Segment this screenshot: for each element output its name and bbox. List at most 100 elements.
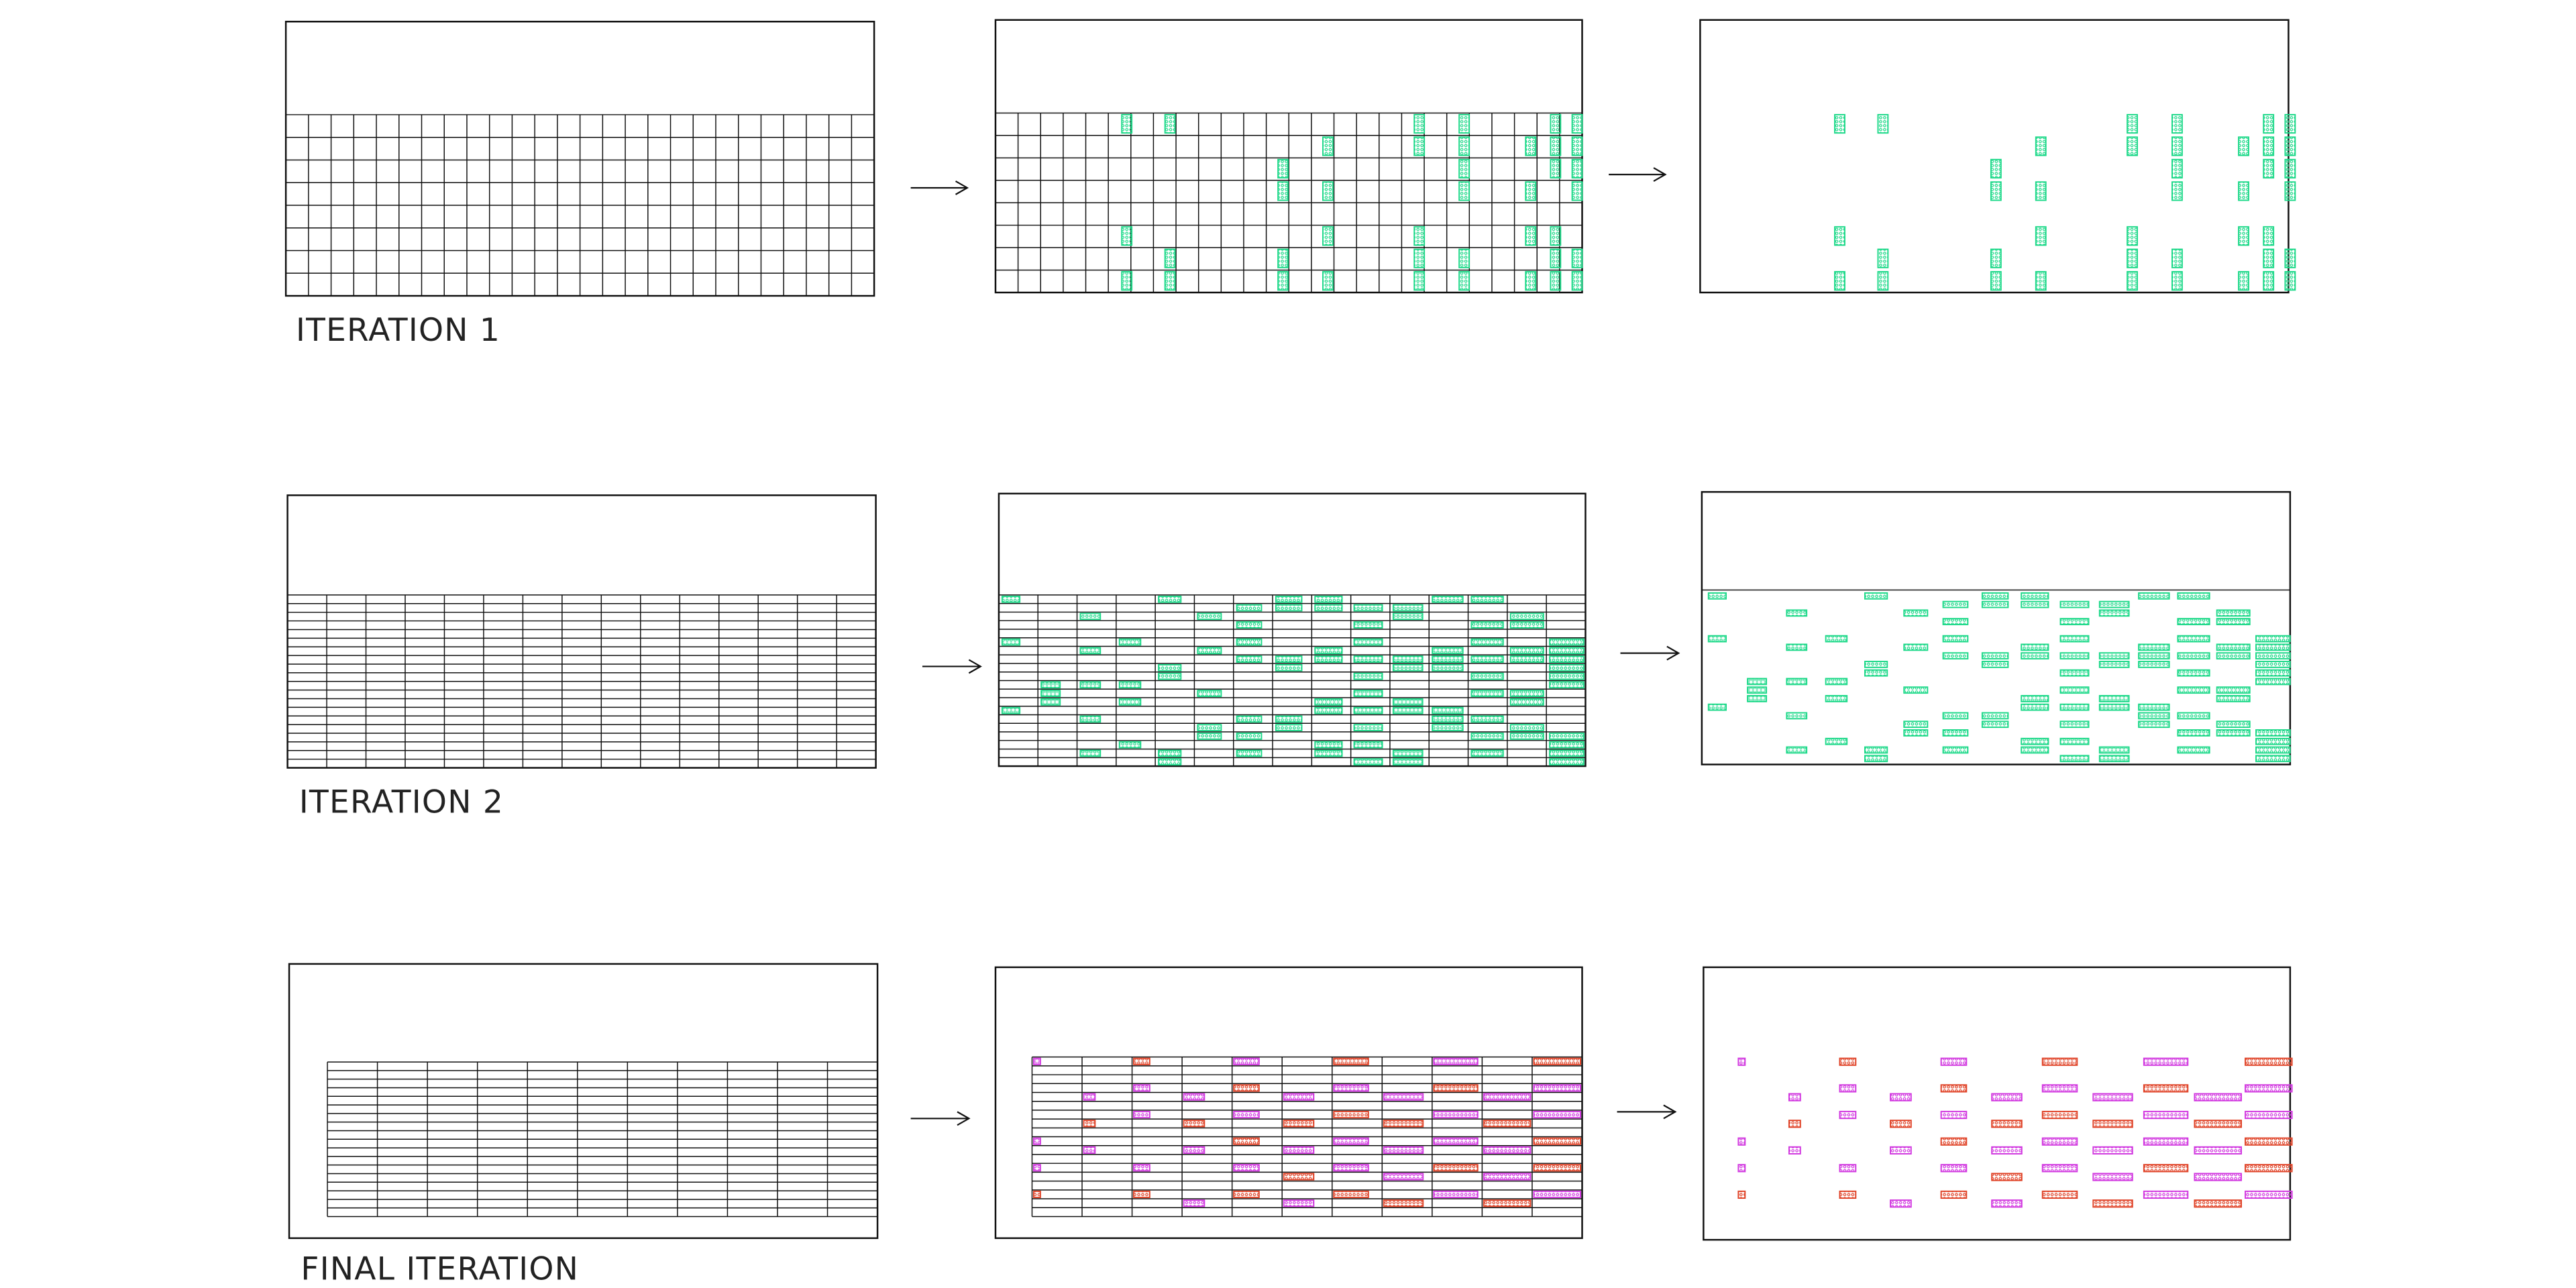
block [2127,113,2138,134]
block [2194,1173,2243,1181]
block [1353,724,1383,732]
block [2059,755,2090,763]
row-label: ITERATION 1 [296,312,500,349]
block [1549,655,1585,663]
block [1433,1084,1479,1092]
block [1991,1199,2023,1208]
block [1525,181,1537,201]
block [2143,1084,2189,1093]
block [1277,248,1289,268]
panel-frame [1699,19,2290,294]
block [1413,226,1426,246]
block [1383,1093,1424,1101]
block [1747,678,1768,686]
row-label: ITERATION 2 [299,784,504,820]
block [2143,1137,2189,1146]
block [2035,136,2047,156]
block [2171,181,2183,201]
block [2255,661,2291,668]
block [1275,604,1303,612]
block [1353,638,1383,646]
block [1550,226,1562,246]
block [2171,158,2183,179]
block [1834,271,1845,291]
block [2092,1173,2133,1181]
block [2041,1057,2078,1066]
block [1942,712,1969,720]
block [1392,663,1424,672]
block [1275,724,1303,732]
block [2021,592,2049,600]
block [2138,720,2170,729]
block [1079,612,1102,621]
block [2059,635,2090,643]
block [2216,720,2251,729]
block [2021,703,2049,711]
block [2021,652,2049,660]
block [1981,720,2009,729]
block [1942,635,1969,643]
block [1509,621,1544,629]
block [2098,600,2130,608]
block [1133,1057,1150,1065]
block [1483,1173,1532,1181]
block [1275,655,1303,663]
block [1432,724,1464,732]
block [1121,271,1133,291]
block [1432,647,1464,655]
block [1197,690,1222,698]
block [1470,672,1504,680]
block [1413,136,1426,156]
block [2127,226,2138,246]
block [1233,1110,1260,1119]
block [1483,1199,1532,1208]
arrow-head [968,659,982,674]
block [2284,248,2296,268]
row-label: FINAL ITERATION [301,1251,579,1288]
block [1233,1057,1260,1065]
block [2245,1137,2293,1146]
block [1825,737,1848,745]
block [2035,181,2047,201]
block [1433,1164,1479,1172]
block [1458,271,1470,291]
block [1236,621,1263,629]
block [1940,1137,1968,1146]
block [2059,652,2090,660]
block [1322,271,1334,291]
block [1533,1137,1582,1145]
block [2245,1164,2293,1173]
block [2098,695,2130,702]
block [1283,1146,1315,1154]
block [1839,1084,1857,1093]
block [2059,669,2090,677]
block [1981,661,2009,668]
block [1183,1120,1205,1128]
block [1942,618,1969,626]
block [1121,226,1133,246]
block [2098,755,2130,763]
block [1079,749,1102,757]
block [1432,595,1464,603]
block [1433,1190,1479,1199]
block [1001,638,1021,646]
block [1001,706,1021,714]
block [2263,248,2275,268]
block [2098,661,2130,668]
block [1183,1199,1205,1208]
block [2138,703,2170,711]
block [1550,113,1562,134]
block [2059,703,2090,711]
block [1903,686,1929,694]
block [1737,1190,1746,1199]
block [1236,733,1263,740]
block [1864,592,1888,600]
block [1083,1146,1096,1154]
block [1550,271,1562,291]
block [2194,1093,2243,1102]
block [1990,158,2002,179]
block [1747,686,1768,694]
block [2255,729,2291,737]
block [1164,248,1176,268]
block [1133,1084,1150,1092]
